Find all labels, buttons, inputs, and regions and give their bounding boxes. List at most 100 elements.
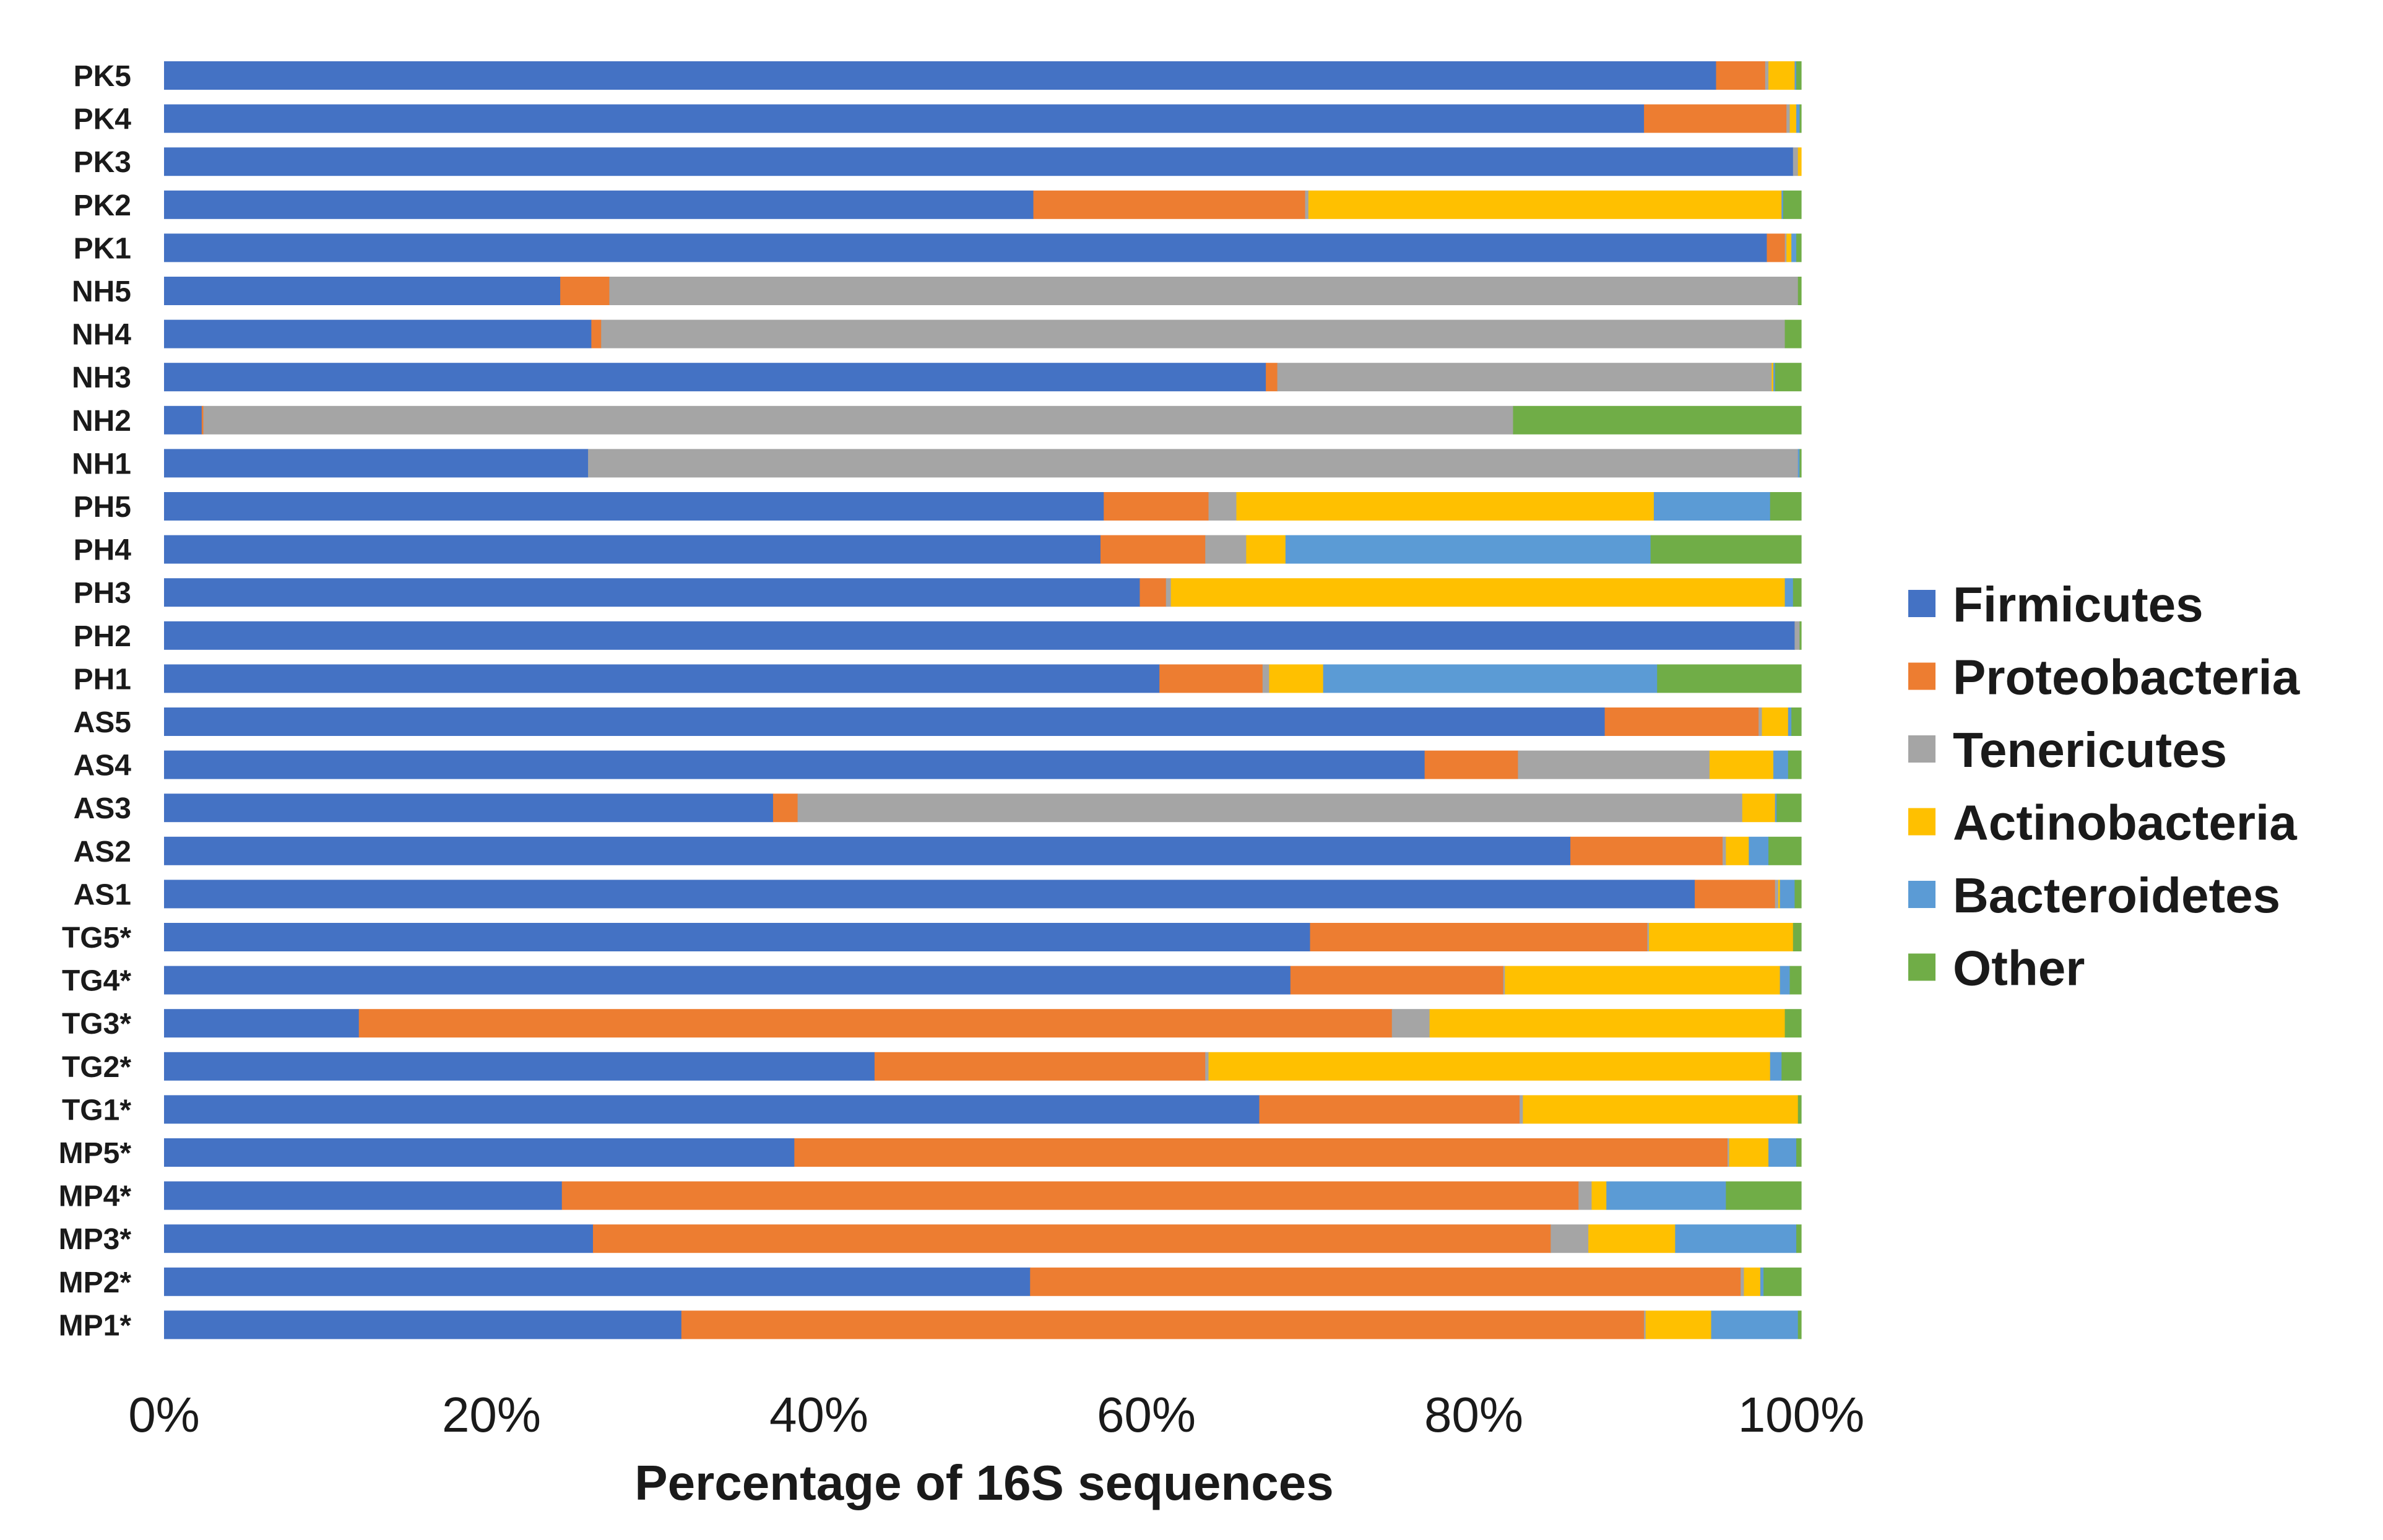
bar-segment-PH4-other — [1650, 535, 1802, 564]
bar-segment-PK1-actinobacteria — [1786, 233, 1792, 262]
bar-segment-PK5-other — [1796, 61, 1802, 90]
bar-segment-NH2-other — [1513, 405, 1802, 435]
bar-segment-PK4-firmicutes — [164, 104, 1645, 133]
bar-segment-PH4-firmicutes — [164, 535, 1101, 564]
bar-segment-NH2-proteobacteria — [201, 405, 204, 435]
bar-segment-AS3-firmicutes — [164, 794, 774, 823]
bar-segment-PH4-actinobacteria — [1246, 535, 1286, 564]
bar-segment-PH3-firmicutes — [164, 578, 1141, 607]
bar-segment-PK4-proteobacteria — [1644, 104, 1787, 133]
bar-segment-PK4-actinobacteria — [1789, 104, 1797, 133]
legend-swatch-proteobacteria — [1908, 662, 1935, 690]
category-label: PH3 — [74, 577, 131, 610]
bar-segment-AS5-proteobacteria — [1604, 707, 1759, 736]
bar-segment-PK4-tenericutes — [1786, 104, 1791, 133]
bar-segment-TG1-tenericutes — [1520, 1095, 1523, 1124]
bar-segment-PK4-other — [1799, 104, 1802, 133]
bar-segment-MP2-bacteroidetes — [1760, 1267, 1764, 1296]
legend-label-bacteroidetes: Bacteroidetes — [1953, 868, 2280, 923]
bar-segment-NH5-firmicutes — [164, 277, 561, 305]
bar-segment-PH1-bacteroidetes — [1323, 664, 1658, 693]
bar-segment-AS5-tenericutes — [1758, 707, 1763, 736]
bar-segment-TG2-bacteroidetes — [1770, 1052, 1782, 1081]
bar-segment-MP1-bacteroidetes — [1711, 1310, 1799, 1339]
bar-segment-MP4-proteobacteria — [561, 1181, 1579, 1210]
bar-segment-PH1-actinobacteria — [1269, 664, 1324, 693]
bar-segment-PK2-bacteroidetes — [1781, 190, 1784, 219]
bar-segment-NH3-firmicutes — [164, 363, 1266, 392]
bar-segment-AS3-other — [1776, 794, 1802, 823]
legend-swatch-tenericutes — [1908, 735, 1935, 763]
bar-segment-PH1-proteobacteria — [1159, 664, 1263, 693]
bar-segment-MP4-actinobacteria — [1591, 1181, 1607, 1210]
bar-segment-TG4-firmicutes — [164, 966, 1291, 995]
bar-segment-AS5-other — [1791, 707, 1802, 736]
bar-segment-AS1-proteobacteria — [1695, 880, 1776, 909]
bar-segment-MP3-actinobacteria — [1588, 1224, 1676, 1253]
bar-segment-MP2-other — [1763, 1267, 1802, 1296]
category-label: PH2 — [74, 620, 131, 653]
bar-segment-PH5-firmicutes — [164, 492, 1104, 521]
category-label: MP3* — [59, 1223, 132, 1256]
category-label: PH1 — [74, 663, 131, 696]
bar-segment-AS2-firmicutes — [164, 836, 1571, 865]
bar-segment-PK2-proteobacteria — [1033, 190, 1306, 219]
x-tick-label: 80% — [1424, 1387, 1523, 1442]
bar-segment-MP4-tenericutes — [1578, 1181, 1593, 1210]
bar-segment-PH2-tenericutes — [1794, 621, 1800, 650]
x-axis-ticks: 0% 20% 40% 60% 80% 100% — [128, 1387, 1864, 1442]
bar-segment-MP2-actinobacteria — [1744, 1267, 1761, 1296]
legend-label-tenericutes: Tenericutes — [1953, 722, 2227, 777]
bar-segment-NH4-proteobacteria — [591, 319, 602, 348]
category-label: MP1* — [59, 1309, 132, 1342]
bar-segment-NH2-firmicutes — [164, 405, 202, 435]
bar-segment-TG3-proteobacteria — [358, 1009, 1393, 1038]
category-label: PH5 — [74, 491, 131, 524]
category-label: NH3 — [72, 361, 131, 394]
bar-segment-AS4-other — [1788, 750, 1802, 779]
bar-segment-AS2-proteobacteria — [1570, 836, 1723, 865]
bar-segment-TG2-actinobacteria — [1208, 1052, 1771, 1081]
legend-label-proteobacteria: Proteobacteria — [1953, 650, 2300, 705]
x-tick-label: 60% — [1097, 1387, 1196, 1442]
bar-segment-AS5-bacteroidetes — [1788, 707, 1792, 736]
bar-segment-AS4-actinobacteria — [1709, 750, 1774, 779]
bar-segment-PH4-tenericutes — [1205, 535, 1247, 564]
bar-segment-NH3-tenericutes — [1277, 363, 1772, 392]
bar-segment-NH4-tenericutes — [601, 319, 1786, 348]
category-label: PK2 — [74, 189, 131, 222]
bar-segment-NH1-firmicutes — [164, 449, 589, 478]
bar-segment-TG1-other — [1797, 1095, 1802, 1124]
bar-segment-AS2-actinobacteria — [1726, 836, 1749, 865]
x-tick-label: 20% — [442, 1387, 541, 1442]
legend-label-other: Other — [1953, 941, 2085, 996]
bar-segment-MP3-tenericutes — [1550, 1224, 1589, 1253]
bar-segment-TG2-tenericutes — [1205, 1052, 1209, 1081]
bar-segment-PH4-bacteroidetes — [1285, 535, 1651, 564]
category-labels: PK5 PK4 PK3 PK2 PK1 NH5 NH4 NH3 NH2 NH1 PH5 PH4 PH3 P… — [59, 60, 132, 1342]
bar-segment-TG1-proteobacteria — [1259, 1095, 1520, 1124]
category-label: NH5 — [72, 275, 131, 308]
x-tick-label: 100% — [1738, 1387, 1865, 1442]
bar-segment-NH3-proteobacteria — [1266, 363, 1278, 392]
bar-segment-PH5-other — [1770, 492, 1802, 521]
category-label: NH1 — [72, 448, 131, 480]
bar-segment-MP4-other — [1726, 1181, 1802, 1210]
category-label: AS3 — [74, 792, 131, 825]
bar-segment-PH4-proteobacteria — [1100, 535, 1206, 564]
bar-segment-TG4-actinobacteria — [1505, 966, 1781, 995]
bar-segment-PK1-other — [1796, 233, 1802, 262]
legend: Firmicutes Proteobacteria Tenericutes Actin… — [1908, 577, 2300, 996]
category-label: MP4* — [59, 1180, 132, 1213]
category-label: TG5* — [62, 922, 131, 954]
bar-segment-PK3-actinobacteria — [1797, 147, 1802, 176]
bar-segment-MP3-firmicutes — [164, 1224, 594, 1253]
category-label: AS4 — [74, 750, 132, 782]
bar-segment-PK5-proteobacteria — [1716, 61, 1766, 90]
bar-segment-PH3-proteobacteria — [1140, 578, 1167, 607]
category-label: AS1 — [74, 878, 131, 911]
bar-segment-NH1-tenericutes — [588, 449, 1799, 478]
category-label: PK4 — [74, 103, 132, 136]
bar-segment-PK1-tenericutes — [1784, 233, 1787, 262]
